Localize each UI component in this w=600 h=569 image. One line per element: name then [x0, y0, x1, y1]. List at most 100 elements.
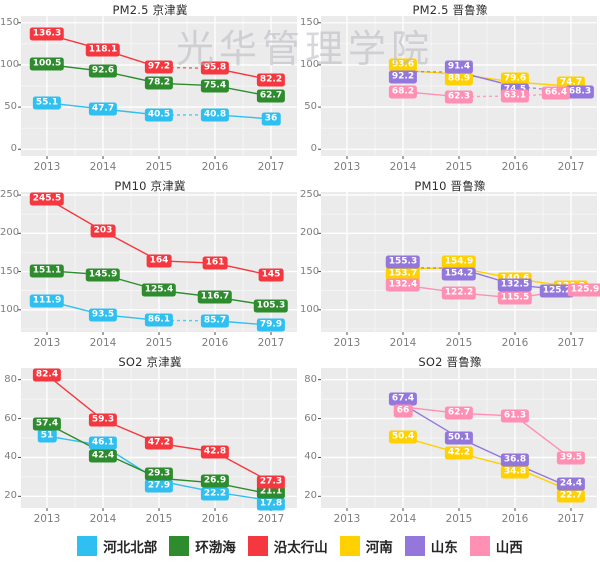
data-label: 145.9: [85, 268, 121, 282]
y-axis-tick-label: 0: [310, 143, 317, 155]
data-label: 125.9: [567, 283, 600, 297]
data-label: 36: [261, 112, 281, 126]
chart-title: PM2.5 京津冀: [112, 3, 188, 17]
chart-title: PM10 晋鲁豫: [414, 179, 486, 193]
chart-panel-1: PM2.5 晋鲁豫 0 50 100 150 2013 2014 2015 2016 2017 93…: [300, 0, 600, 177]
line-segment: [46, 374, 104, 421]
chart-panel-5: SO2 晋鲁豫 20 40 60 80 2013 2014 2015 2016 2017 50.4 4…: [300, 352, 600, 529]
legend-label: 河北北部: [103, 540, 158, 556]
legend-label: 山东: [430, 540, 458, 556]
data-label: 51: [37, 429, 57, 443]
x-axis-tick-label: 2017: [557, 513, 585, 525]
data-label: 97.2: [144, 60, 174, 74]
y-axis-tick-label: 40: [304, 451, 317, 463]
data-label: 34.8: [500, 465, 530, 479]
data-label: 92.6: [88, 64, 118, 78]
y-axis-tick-label: 200: [300, 227, 320, 239]
x-axis-tick-label: 2014: [389, 161, 417, 173]
x-axis-tick-label: 2016: [501, 513, 529, 525]
data-label: 161: [202, 256, 228, 270]
data-label: 78.2: [144, 76, 174, 90]
y-axis-tick-label: 150: [300, 16, 320, 28]
axis-tick-marks: [18, 22, 272, 159]
y-axis-tick-label: 100: [0, 58, 20, 70]
data-label: 62.7: [444, 406, 474, 420]
x-axis-tick-label: 2016: [501, 337, 529, 349]
data-label: 122.2: [441, 286, 477, 300]
data-label: 82.2: [256, 73, 286, 87]
chart-title: PM10 京津冀: [114, 179, 186, 193]
chart-title: SO2 晋鲁豫: [418, 355, 482, 369]
x-axis-tick-label: 2016: [201, 513, 229, 525]
y-axis-tick-label: 20: [304, 490, 317, 502]
data-label: 46.1: [88, 436, 118, 450]
data-label: 21.1: [256, 485, 286, 499]
data-label: 132.4: [385, 278, 421, 292]
chart-title: PM2.5 晋鲁豫: [412, 3, 488, 17]
data-label: 24.4: [556, 477, 586, 491]
data-label: 93.6: [388, 58, 418, 72]
data-label: 36.8: [500, 453, 530, 467]
x-axis-tick-label: 2013: [33, 513, 61, 525]
chart-panel-2: PM10 京津冀 100 150 200 250 2013 2014 2015 2016 2017…: [0, 176, 300, 353]
data-label: 82.4: [32, 368, 62, 382]
data-label: 75.4: [200, 79, 230, 93]
y-axis-tick-label: 150: [0, 16, 20, 28]
y-axis-tick-label: 100: [0, 303, 20, 315]
data-label: 61.3: [500, 409, 530, 423]
x-axis-tick-label: 2015: [445, 513, 473, 525]
major-gridlines: [21, 16, 297, 156]
chart-panel-4: SO2 京津冀 20 40 60 80 2013 2014 2015 2016 2017 51 46.…: [0, 352, 300, 529]
data-label: 154.2: [441, 267, 477, 281]
data-label: 95.8: [200, 61, 230, 75]
x-axis-tick-label: 2015: [145, 337, 173, 349]
data-label: 125.4: [141, 283, 177, 297]
y-axis-tick-label: 80: [4, 373, 17, 385]
data-label: 22.2: [200, 487, 230, 501]
y-axis-tick-label: 40: [4, 451, 17, 463]
data-label: 27.9: [144, 479, 174, 493]
y-axis-tick-label: 50: [4, 101, 17, 113]
y-axis-tick-label: 80: [304, 373, 317, 385]
data-label: 116.7: [197, 290, 233, 304]
y-axis-tick-label: 100: [300, 303, 320, 315]
y-axis-tick-label: 20: [4, 490, 17, 502]
y-axis-tick-label: 60: [4, 412, 17, 424]
legend-swatch: [469, 536, 490, 556]
legend-item-沿太行山: 沿太行山: [247, 536, 328, 556]
data-label: 88.9: [444, 72, 474, 86]
data-label: 47.2: [144, 436, 174, 450]
legend-swatch: [339, 536, 360, 556]
legend-item-河南: 河南: [339, 536, 393, 556]
data-label: 66: [393, 404, 413, 418]
data-label: 42.2: [444, 446, 474, 460]
data-label: 27.3: [256, 475, 286, 489]
data-label: 115.5: [497, 291, 533, 305]
x-axis-tick-label: 2013: [333, 337, 361, 349]
legend-swatch: [404, 536, 425, 556]
y-axis-tick-label: 250: [0, 189, 20, 201]
chart-title: SO2 京津冀: [118, 355, 182, 369]
data-label: 118.1: [85, 43, 121, 57]
x-axis-tick-label: 2013: [33, 337, 61, 349]
legend-swatch: [169, 536, 190, 556]
data-label: 68.3: [565, 85, 595, 99]
legend-item-河北北部: 河北北部: [77, 536, 157, 556]
x-axis-tick-label: 2013: [333, 161, 361, 173]
x-axis-tick-label: 2017: [257, 161, 285, 173]
data-label: 164: [146, 254, 172, 268]
data-label: 136.3: [29, 27, 65, 41]
data-label: 40.8: [200, 108, 230, 122]
data-label: 91.4: [444, 60, 474, 74]
data-label: 79.9: [256, 318, 286, 332]
x-axis-tick-label: 2013: [333, 513, 361, 525]
legend-swatch: [77, 536, 98, 556]
y-axis-tick-label: 250: [300, 189, 320, 201]
data-label: 50.4: [388, 430, 418, 444]
legend-item-山东: 山东: [404, 536, 458, 556]
data-label: 22.7: [556, 489, 586, 503]
data-label: 39.5: [556, 451, 586, 465]
x-axis-tick-label: 2015: [445, 161, 473, 173]
x-axis-tick-label: 2014: [389, 337, 417, 349]
